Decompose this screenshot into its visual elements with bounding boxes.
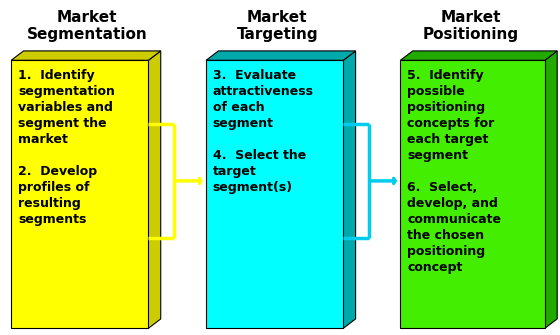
Text: 1.  Identify
segmentation
variables and
segment the
market

2.  Develop
profiles: 1. Identify segmentation variables and s… xyxy=(18,69,115,226)
Polygon shape xyxy=(11,51,161,60)
Bar xyxy=(11,60,148,328)
Polygon shape xyxy=(343,51,356,328)
Polygon shape xyxy=(148,51,161,328)
Polygon shape xyxy=(206,51,356,60)
Bar xyxy=(400,60,545,328)
Text: 3.  Evaluate
attractiveness
of each
segment

4.  Select the
target
segment(s): 3. Evaluate attractiveness of each segme… xyxy=(213,69,314,194)
Polygon shape xyxy=(545,51,557,328)
Text: Market
Segmentation: Market Segmentation xyxy=(26,10,147,43)
Text: Market
Targeting: Market Targeting xyxy=(236,10,318,43)
Text: Market
Positioning: Market Positioning xyxy=(422,10,519,43)
Polygon shape xyxy=(400,51,557,60)
Bar xyxy=(206,60,343,328)
Text: 5.  Identify
possible
positioning
concepts for
each target
segment

6.  Select,
: 5. Identify possible positioning concept… xyxy=(407,69,501,274)
